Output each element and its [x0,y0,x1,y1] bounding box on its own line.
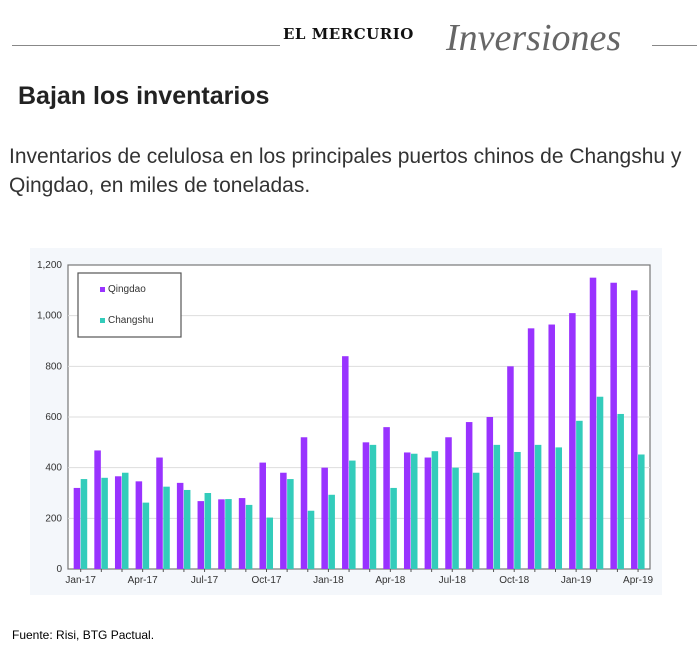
bar-chart: 0 200 400 600 800 1,000 1,200 Jan-17 Apr-17 Jul-1… [37,260,654,586]
section-title: Inversiones [446,17,622,59]
bar-qingdao [527,328,535,569]
bar-qingdao [342,356,349,569]
bar-changshu [431,451,439,569]
bar-changshu [266,517,274,569]
bar-changshu [555,447,563,569]
bar-changshu [80,479,88,569]
x-tick-label: Jul-17 [191,575,219,586]
bar-changshu [121,472,129,569]
legend-label: Qingdao [108,284,146,295]
bar-changshu [204,493,212,569]
bar-changshu [183,489,191,569]
bar-changshu [245,504,253,569]
x-tick-label: Apr-17 [128,575,158,586]
y-tick-label: 0 [56,564,62,575]
y-tick-label: 1,200 [37,260,62,271]
x-tick-label: Jan-18 [313,575,344,586]
bar-qingdao [569,313,576,569]
bar-changshu [101,477,108,569]
x-tick-label: Jan-19 [561,575,592,586]
bar-changshu [410,453,418,569]
bar-changshu [328,494,335,569]
y-tick-label: 400 [45,463,62,474]
header-rule-right [652,45,697,46]
bar-changshu [596,396,604,569]
bar-qingdao [383,427,390,569]
y-tick-label: 800 [45,361,62,372]
bar-qingdao [465,422,473,569]
bar-changshu [472,472,480,569]
bar-qingdao [589,277,597,569]
legend-label: Changshu [108,315,154,326]
x-tick-label: Jul-18 [439,575,467,586]
bar-changshu [514,451,521,569]
bar-changshu [287,479,294,569]
bar-qingdao [280,472,287,569]
legend-swatch-changshu [100,318,105,323]
x-tick-label: Apr-19 [623,575,653,586]
bar-qingdao [238,498,246,569]
bar-qingdao [218,499,225,569]
bar-qingdao [259,462,266,569]
bar-qingdao [486,417,494,569]
bar-qingdao [548,324,555,569]
x-tick-label: Oct-18 [499,575,529,586]
bar-qingdao [197,501,205,569]
x-tick-label: Apr-18 [375,575,405,586]
bar-changshu [163,486,170,569]
bar-qingdao [176,482,184,569]
bar-qingdao [424,457,432,569]
source-note: Fuente: Risi, BTG Pactual. [12,628,155,642]
header-rule-left [12,45,280,46]
bar-changshu [617,413,624,569]
bar-qingdao [507,366,514,569]
bar-qingdao [156,457,163,569]
bar-changshu [225,499,232,569]
bar-qingdao [94,450,101,569]
chart-container: 0 200 400 600 800 1,000 1,200 Jan-17 Apr-17 Jul-1… [30,248,662,595]
bar-changshu [638,454,645,569]
bar-changshu [369,444,377,569]
y-tick-label: 600 [45,412,62,423]
legend-swatch-qingdao [100,287,105,292]
legend: Qingdao Changshu [77,272,182,338]
y-tick-label: 200 [45,513,62,524]
bar-changshu [307,510,315,569]
bar-changshu [576,420,583,569]
y-tick-label: 1,000 [37,311,62,322]
bar-changshu [534,444,542,569]
brand-logo: EL MERCURIO [283,25,414,43]
bar-changshu [349,460,356,569]
bar-qingdao [114,476,122,569]
bar-changshu [142,502,150,569]
chart-headline: Bajan los inventarios [18,82,270,110]
bar-qingdao [610,282,617,569]
bar-changshu [452,467,459,569]
bar-qingdao [362,442,370,569]
bar-qingdao [321,467,328,569]
x-tick-label: Jan-17 [65,575,96,586]
bar-qingdao [631,290,638,569]
bar-changshu [493,444,501,569]
bar-qingdao [403,452,411,569]
bar-qingdao [445,437,452,569]
bar-qingdao [300,437,308,569]
bar-changshu [390,487,397,569]
chart-description: Inventarios de celulosa en los principal… [9,145,682,197]
legend-box [77,272,182,338]
x-tick-label: Oct-17 [251,575,281,586]
bar-qingdao [135,481,143,569]
bar-qingdao [73,487,81,569]
